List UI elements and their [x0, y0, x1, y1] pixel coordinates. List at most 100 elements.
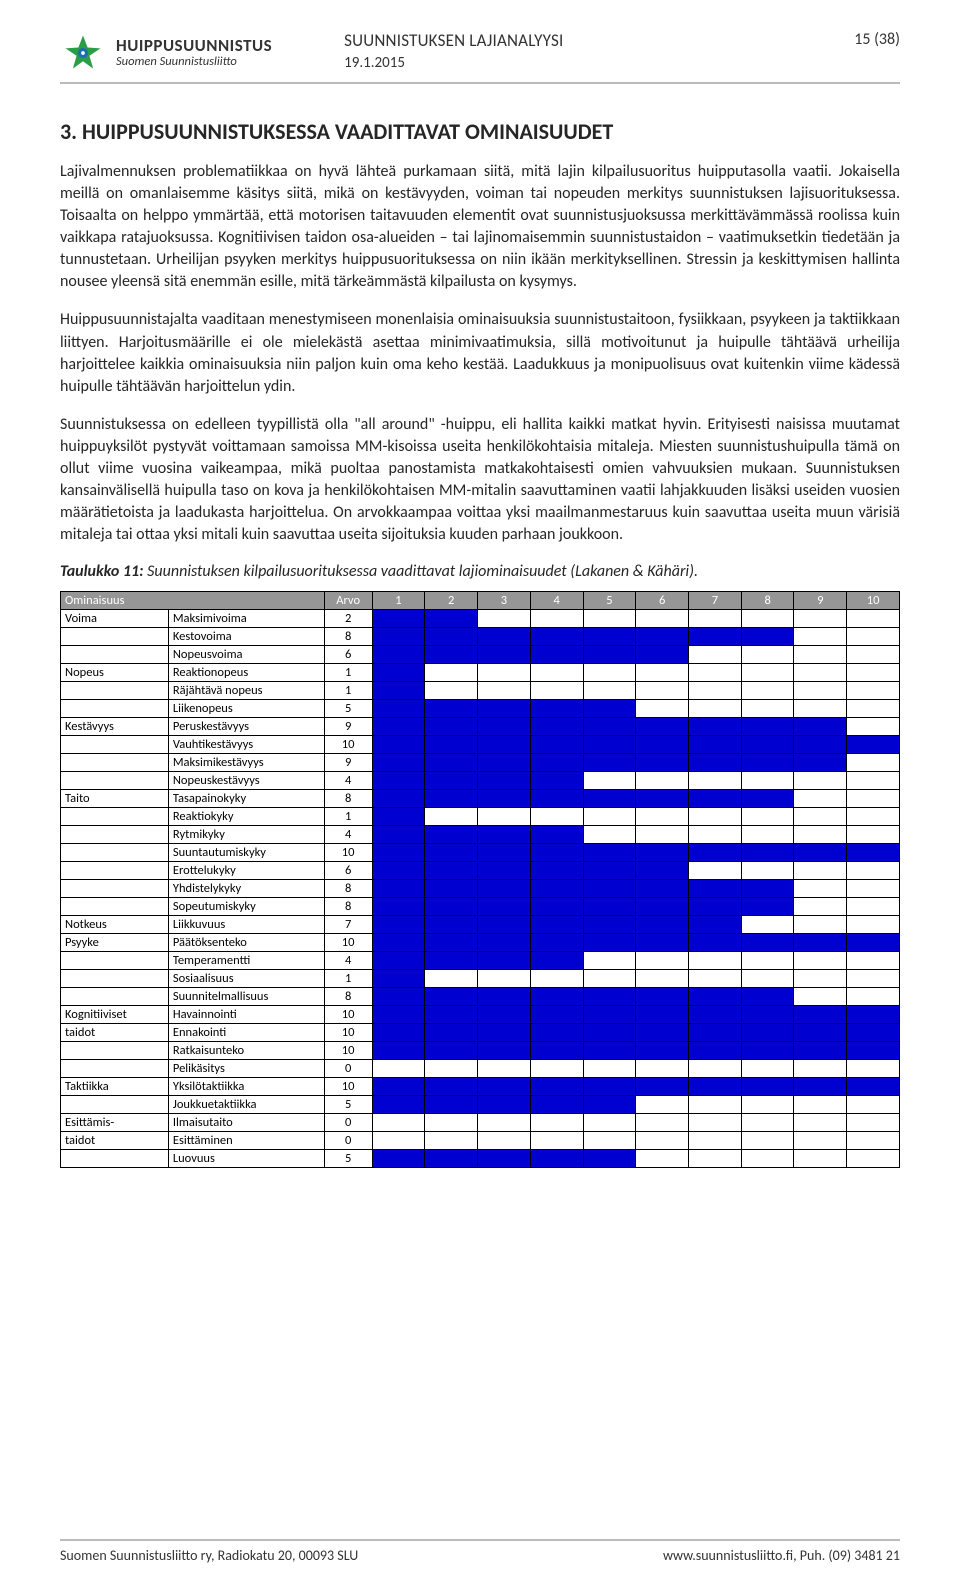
- bar-cell: [583, 844, 636, 862]
- table-row: Yhdistelykyky8: [61, 880, 900, 898]
- subattr-cell: Suunnitelmallisuus: [168, 988, 324, 1006]
- bar-cell: [689, 772, 742, 790]
- col-header: 9: [794, 592, 847, 610]
- bar-cell: [478, 1078, 531, 1096]
- logo-text: HUIPPUSUUNNISTUS Suomen Suunnistusliitto: [116, 37, 272, 69]
- bar-cell: [425, 952, 478, 970]
- bar-cell: [530, 952, 583, 970]
- category-cell: [61, 826, 169, 844]
- bar-cell: [636, 754, 689, 772]
- bar-cell: [425, 1114, 478, 1132]
- bar-cell: [794, 1132, 847, 1150]
- subattr-cell: Tasapainokyky: [168, 790, 324, 808]
- bar-cell: [583, 736, 636, 754]
- bar-cell: [636, 898, 689, 916]
- bar-cell: [794, 718, 847, 736]
- bar-cell: [636, 1150, 689, 1168]
- doc-title: SUUNNISTUKSEN LAJIANALYYSI: [344, 30, 836, 51]
- bar-cell: [372, 1060, 425, 1078]
- bar-cell: [478, 790, 531, 808]
- value-cell: 0: [324, 1114, 372, 1132]
- bar-cell: [583, 1150, 636, 1168]
- subattr-cell: Pelikäsitys: [168, 1060, 324, 1078]
- subattr-cell: Suuntautumiskyky: [168, 844, 324, 862]
- bar-cell: [583, 1060, 636, 1078]
- bar-cell: [583, 988, 636, 1006]
- bar-cell: [530, 628, 583, 646]
- bar-cell: [689, 754, 742, 772]
- bar-cell: [530, 862, 583, 880]
- col-header: 8: [741, 592, 794, 610]
- table-row: taidotEnnakointi10: [61, 1024, 900, 1042]
- value-cell: 1: [324, 808, 372, 826]
- bar-cell: [583, 916, 636, 934]
- bar-cell: [372, 916, 425, 934]
- bar-cell: [425, 880, 478, 898]
- table-row: PsyykePäätöksenteko10: [61, 934, 900, 952]
- bar-cell: [583, 790, 636, 808]
- bar-cell: [583, 826, 636, 844]
- bar-cell: [741, 790, 794, 808]
- table-row: KognitiivisetHavainnointi10: [61, 1006, 900, 1024]
- bar-cell: [372, 664, 425, 682]
- page: HUIPPUSUUNNISTUS Suomen Suunnistusliitto…: [0, 0, 960, 1588]
- bar-cell: [847, 1096, 900, 1114]
- bar-cell: [530, 772, 583, 790]
- bar-cell: [794, 700, 847, 718]
- category-cell: Voima: [61, 610, 169, 628]
- bar-cell: [372, 1006, 425, 1024]
- category-cell: [61, 736, 169, 754]
- value-cell: 9: [324, 718, 372, 736]
- subattr-cell: Nopeusvoima: [168, 646, 324, 664]
- bar-cell: [741, 952, 794, 970]
- col-header: 10: [847, 592, 900, 610]
- bar-cell: [530, 1132, 583, 1150]
- bar-cell: [478, 700, 531, 718]
- value-cell: 5: [324, 1096, 372, 1114]
- bar-cell: [794, 898, 847, 916]
- bar-cell: [741, 988, 794, 1006]
- table-row: Nopeuskestävyys4: [61, 772, 900, 790]
- bar-cell: [636, 1006, 689, 1024]
- bar-cell: [583, 772, 636, 790]
- bar-cell: [478, 772, 531, 790]
- bar-cell: [583, 754, 636, 772]
- bar-cell: [794, 1060, 847, 1078]
- category-cell: [61, 808, 169, 826]
- section-title: 3. HUIPPUSUUNNISTUKSESSA VAADITTAVAT OMI…: [60, 118, 900, 145]
- category-cell: taidot: [61, 1132, 169, 1150]
- bar-cell: [425, 628, 478, 646]
- bar-cell: [741, 1060, 794, 1078]
- bar-cell: [794, 988, 847, 1006]
- bar-cell: [741, 862, 794, 880]
- value-cell: 1: [324, 682, 372, 700]
- table-row: Suunnitelmallisuus8: [61, 988, 900, 1006]
- bar-cell: [794, 880, 847, 898]
- bar-cell: [847, 1132, 900, 1150]
- value-cell: 10: [324, 1006, 372, 1024]
- category-cell: taidot: [61, 1024, 169, 1042]
- category-cell: [61, 844, 169, 862]
- bar-cell: [689, 1114, 742, 1132]
- bar-cell: [530, 664, 583, 682]
- bar-cell: [425, 970, 478, 988]
- paragraph: Lajivalmennuksen problematiikkaa on hyvä…: [60, 161, 900, 293]
- category-cell: [61, 628, 169, 646]
- col-header: 5: [583, 592, 636, 610]
- bar-cell: [425, 934, 478, 952]
- category-cell: Kognitiiviset: [61, 1006, 169, 1024]
- bar-cell: [372, 808, 425, 826]
- footer-right: www.suunnistusliitto.fi, Puh. (09) 3481 …: [663, 1547, 900, 1564]
- bar-cell: [583, 628, 636, 646]
- bar-cell: [478, 628, 531, 646]
- bar-cell: [425, 772, 478, 790]
- bar-cell: [425, 682, 478, 700]
- bar-cell: [478, 898, 531, 916]
- bar-cell: [372, 952, 425, 970]
- bar-cell: [847, 952, 900, 970]
- bar-cell: [478, 988, 531, 1006]
- bar-cell: [583, 682, 636, 700]
- subattr-cell: Maksimikestävyys: [168, 754, 324, 772]
- bar-cell: [689, 880, 742, 898]
- bar-cell: [794, 970, 847, 988]
